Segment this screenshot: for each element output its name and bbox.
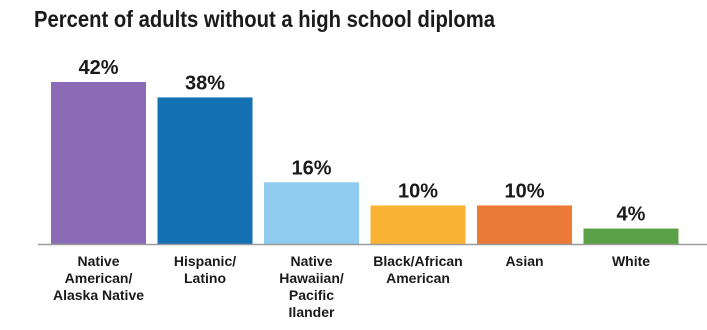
value-label-3: 10%	[398, 180, 438, 202]
category-label-line: American	[386, 270, 450, 286]
value-labels-group: 42% 38% 16% 10% 10% 4%	[78, 57, 645, 226]
category-label-3: Black/African American	[373, 253, 462, 286]
category-label-0: Native American/Alaska Native	[53, 253, 144, 303]
bar-4	[477, 205, 572, 244]
category-label-line: White	[612, 253, 650, 269]
value-label-4: 10%	[504, 180, 544, 202]
category-label-2: Native Hawaiian/Pacific Ilander	[279, 253, 344, 320]
category-label-line: Ilander	[289, 304, 335, 320]
bar-5	[583, 228, 679, 244]
category-label-4: Asian	[505, 253, 543, 269]
bar-0	[51, 82, 146, 244]
category-label-1: Hispanic/Latino	[174, 253, 236, 286]
category-label-line: Pacific	[289, 287, 334, 303]
category-label-line: Native	[290, 253, 332, 269]
value-label-5: 4%	[617, 204, 646, 226]
category-label-line: American/	[65, 270, 133, 286]
chart-title: Percent of adults without a high school …	[34, 6, 496, 32]
bar-2	[264, 182, 359, 244]
category-label-line: Native	[77, 253, 119, 269]
category-label-line: Alaska Native	[53, 287, 144, 303]
bars-group	[51, 82, 679, 244]
category-label-line: Hawaiian/	[279, 270, 344, 286]
category-label-line: Asian	[505, 253, 543, 269]
value-label-1: 38%	[185, 72, 225, 94]
bar-3	[370, 205, 466, 244]
bar-1	[157, 97, 253, 244]
value-label-2: 16%	[291, 157, 331, 179]
category-label-5: White	[612, 253, 650, 269]
category-label-line: Hispanic/	[174, 253, 236, 269]
value-label-0: 42%	[78, 57, 118, 79]
category-labels-group: Native American/Alaska NativeHispanic/Lat…	[53, 253, 650, 320]
category-label-line: Black/African	[373, 253, 462, 269]
category-label-line: Latino	[184, 270, 226, 286]
